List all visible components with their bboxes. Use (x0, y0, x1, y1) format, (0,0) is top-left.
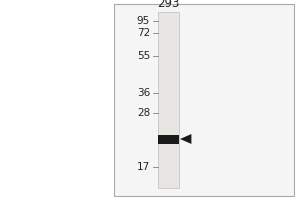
Text: 55: 55 (137, 51, 150, 61)
Bar (158, 12, 178, 188)
Text: 36: 36 (137, 88, 150, 98)
Bar (114, 4, 294, 196)
Text: 28: 28 (137, 108, 150, 118)
Text: 293: 293 (157, 0, 179, 10)
Text: 72: 72 (137, 28, 150, 38)
Bar (158, 135, 178, 144)
Text: 95: 95 (137, 16, 150, 26)
Text: 17: 17 (137, 162, 150, 172)
Polygon shape (180, 134, 191, 144)
